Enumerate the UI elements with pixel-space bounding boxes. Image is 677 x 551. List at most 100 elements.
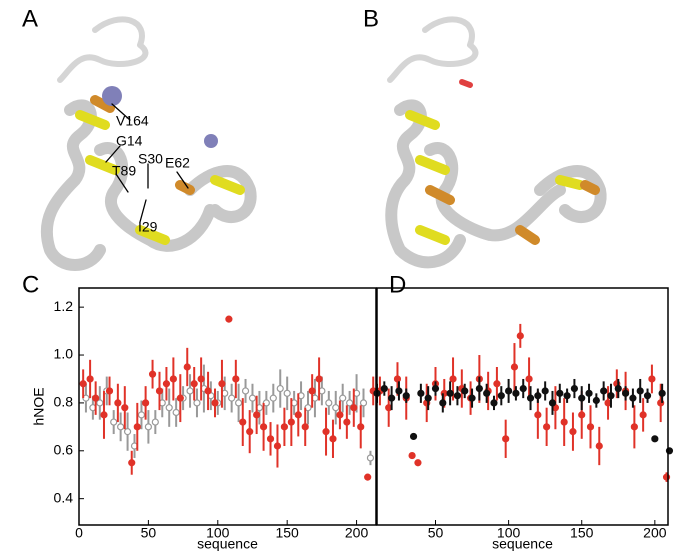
x-tick-label: 150 bbox=[275, 525, 299, 541]
point bbox=[228, 394, 236, 402]
point bbox=[190, 380, 198, 388]
point bbox=[294, 411, 302, 419]
point bbox=[595, 442, 603, 450]
point bbox=[246, 428, 254, 436]
point bbox=[380, 384, 388, 393]
point bbox=[519, 384, 527, 393]
point bbox=[512, 389, 520, 397]
y-tick-label: 0.4 bbox=[54, 489, 74, 505]
point bbox=[253, 411, 261, 419]
point bbox=[128, 459, 136, 467]
point bbox=[629, 394, 637, 402]
panel-label: C bbox=[22, 271, 39, 298]
point bbox=[269, 394, 277, 402]
x-tick-label: 200 bbox=[345, 525, 369, 541]
point bbox=[648, 375, 656, 383]
x-tick-label: 50 bbox=[141, 525, 157, 541]
point bbox=[563, 392, 571, 400]
panel-label: A bbox=[22, 5, 38, 32]
point bbox=[100, 411, 108, 419]
point bbox=[510, 363, 519, 371]
y-tick-label: 1.2 bbox=[54, 298, 74, 314]
point bbox=[121, 404, 129, 412]
point bbox=[408, 451, 416, 460]
point bbox=[516, 332, 524, 340]
point bbox=[301, 423, 309, 431]
point bbox=[502, 435, 510, 443]
point bbox=[273, 442, 282, 450]
point bbox=[193, 399, 201, 407]
point bbox=[322, 428, 330, 436]
point bbox=[183, 363, 191, 371]
point bbox=[235, 399, 243, 407]
point bbox=[446, 389, 454, 397]
y-axis-label: hNOE bbox=[31, 387, 47, 425]
point bbox=[578, 394, 586, 402]
point bbox=[329, 435, 337, 443]
residue-label: E62 bbox=[165, 155, 190, 171]
point bbox=[475, 384, 483, 393]
x-tick-label: 100 bbox=[206, 525, 230, 541]
x-axis-label: sequence bbox=[492, 536, 553, 551]
residue-label: V164 bbox=[116, 113, 149, 129]
y-tick-label: 0.6 bbox=[54, 441, 74, 457]
panel-label: B bbox=[363, 5, 379, 32]
point bbox=[176, 394, 184, 402]
point bbox=[534, 411, 542, 419]
structure-a bbox=[40, 16, 257, 271]
point bbox=[569, 428, 577, 436]
point bbox=[266, 435, 275, 443]
point bbox=[483, 389, 491, 397]
point bbox=[332, 404, 340, 412]
residue-label: T89 bbox=[112, 163, 136, 179]
point bbox=[280, 423, 289, 431]
point bbox=[651, 435, 659, 443]
point bbox=[600, 387, 608, 395]
point bbox=[586, 423, 595, 431]
point bbox=[204, 387, 212, 395]
point bbox=[169, 375, 177, 383]
point bbox=[417, 389, 425, 397]
point bbox=[643, 392, 652, 400]
point bbox=[287, 418, 295, 426]
point bbox=[133, 423, 141, 431]
point bbox=[449, 375, 457, 383]
point bbox=[468, 394, 476, 402]
point bbox=[359, 399, 368, 407]
point bbox=[239, 418, 247, 426]
point bbox=[339, 394, 347, 402]
y-tick-label: 1.0 bbox=[54, 346, 74, 362]
residue-label: I29 bbox=[138, 219, 158, 235]
residue-label: S30 bbox=[138, 151, 163, 167]
point bbox=[308, 387, 316, 395]
structure-b bbox=[385, 16, 607, 269]
point bbox=[110, 418, 118, 426]
point bbox=[96, 399, 104, 407]
point bbox=[148, 370, 157, 378]
point bbox=[585, 389, 593, 397]
point bbox=[186, 387, 194, 395]
x-axis-label: sequence bbox=[197, 536, 258, 551]
point bbox=[578, 411, 586, 419]
plot-frame bbox=[78, 287, 377, 526]
point bbox=[636, 387, 644, 395]
point bbox=[490, 399, 498, 407]
point bbox=[560, 418, 568, 426]
point bbox=[315, 375, 323, 383]
point bbox=[155, 387, 164, 395]
point bbox=[556, 389, 564, 397]
x-tick-label: 0 bbox=[75, 525, 83, 541]
point bbox=[137, 411, 146, 419]
point bbox=[592, 396, 600, 405]
point bbox=[276, 384, 284, 393]
point bbox=[639, 411, 647, 419]
point bbox=[92, 394, 100, 402]
residue-label: G14 bbox=[116, 133, 143, 149]
point bbox=[225, 315, 233, 323]
point bbox=[526, 394, 535, 402]
point bbox=[393, 375, 402, 383]
point bbox=[570, 384, 579, 393]
x-tick-label: 100 bbox=[497, 525, 521, 541]
point bbox=[424, 394, 432, 402]
